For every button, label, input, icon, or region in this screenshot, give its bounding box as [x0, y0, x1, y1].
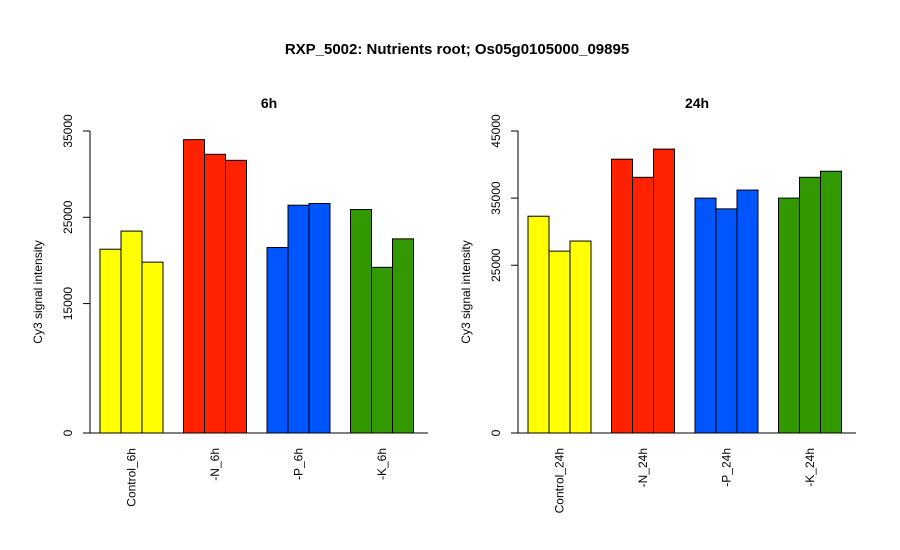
- bar: [204, 153, 226, 434]
- category-label: Control_6h: [125, 448, 139, 507]
- category-label: -K_6h: [375, 448, 389, 480]
- bar: [694, 197, 717, 434]
- y-tick-label: 15000: [61, 287, 75, 321]
- bar: [569, 240, 592, 434]
- category-label: -P_6h: [292, 448, 306, 480]
- bar: [308, 202, 331, 434]
- category-label: -P_24h: [720, 448, 734, 487]
- bar: [736, 189, 759, 434]
- bar: [266, 246, 289, 434]
- bar: [778, 197, 800, 434]
- category-label: Control_24h: [553, 448, 567, 513]
- bar: [392, 238, 414, 434]
- y-tick-label: 0: [61, 429, 75, 436]
- bar: [611, 158, 633, 434]
- bar: [287, 204, 310, 434]
- y-axis-label: Cy3 signal intensity: [459, 240, 473, 343]
- y-tick-label: 35000: [61, 114, 75, 148]
- bar: [141, 261, 164, 434]
- category-label: -N_24h: [636, 448, 650, 487]
- bar: [820, 170, 842, 434]
- bar: [183, 139, 205, 434]
- category-label: -K_24h: [803, 448, 817, 487]
- bar: [225, 159, 247, 434]
- category-label: -N_6h: [208, 448, 222, 481]
- bar: [350, 209, 372, 434]
- bar: [715, 208, 738, 434]
- y-tick-label: 0: [489, 429, 503, 436]
- y-tick-label: 45000: [489, 114, 503, 148]
- bar: [548, 250, 571, 434]
- bar: [527, 215, 550, 434]
- main-title: RXP_5002: Nutrients root; Os05g0105000_0…: [285, 41, 629, 58]
- bar: [632, 176, 654, 434]
- bar: [653, 148, 675, 434]
- panel-title: 6h: [261, 95, 277, 111]
- panel-title: 24h: [685, 95, 709, 111]
- bar: [99, 248, 122, 434]
- y-tick-label: 35000: [489, 181, 503, 215]
- y-axis-label: Cy3 signal intensity: [31, 240, 45, 343]
- y-tick-label: 25000: [61, 200, 75, 234]
- bar: [799, 176, 821, 434]
- bar: [120, 230, 143, 434]
- y-tick-label: 25000: [489, 248, 503, 282]
- bar: [371, 266, 393, 434]
